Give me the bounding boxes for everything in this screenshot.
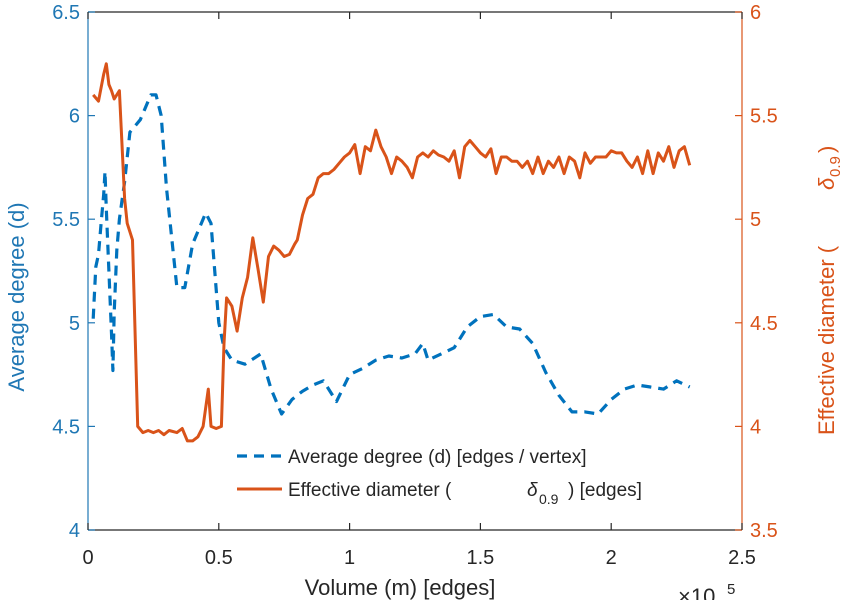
- left-y-tick-label: 6: [69, 106, 80, 128]
- right-y-tick-label: 6: [750, 2, 761, 24]
- x-tick-label: 2.5: [728, 547, 756, 569]
- x-tick-label: 1.5: [466, 547, 494, 569]
- x-axis-exponent: ×10: [678, 584, 715, 600]
- right-y-tick-label: 5: [750, 209, 761, 231]
- series-line-effective-diameter: [92, 62, 692, 443]
- legend-label-effective-diameter-subscript: 0.9: [539, 491, 559, 507]
- right-y-tick-label: 5.5: [750, 106, 778, 128]
- series-line-average-degree: [91, 93, 691, 416]
- right-y-ticks: 3.5 4 4.5 5 5.5 6: [735, 2, 778, 542]
- right-y-axis-label-text: Effective diameter (: [814, 245, 839, 435]
- right-y-tick-label: 4: [750, 416, 761, 438]
- left-y-tick-label: 6.5: [52, 2, 80, 24]
- left-y-ticks: 4 4.5 5 5.5 6 6.5: [52, 2, 95, 542]
- x-ticks: 0 0.5 1 1.5 2 2.5: [82, 12, 756, 569]
- right-y-axis-label: Effective diameter ( δ 0.9 ): [814, 146, 844, 435]
- legend-label-average-degree: Average degree (d) [edges / vertex]: [288, 447, 587, 468]
- right-y-axis-label-symbol: δ: [814, 177, 839, 190]
- left-y-tick-label: 5.5: [52, 209, 80, 231]
- legend-label-effective-diameter-symbol: δ: [527, 480, 538, 501]
- x-tick-label: 1: [344, 547, 355, 569]
- left-y-tick-label: 4: [69, 520, 80, 542]
- x-tick-label: 2: [606, 547, 617, 569]
- legend: Average degree (d) [edges / vertex] Effe…: [237, 447, 642, 507]
- right-y-tick-label: 4.5: [750, 313, 778, 335]
- legend-label-effective-diameter: Effective diameter (: [288, 480, 452, 501]
- right-y-axis-label-subscript: 0.9: [827, 156, 844, 177]
- x-tick-label: 0.5: [205, 547, 233, 569]
- legend-label-effective-diameter-suffix: ) [edges]: [568, 480, 642, 501]
- right-y-tick-label: 3.5: [750, 520, 778, 542]
- right-y-axis-label-close: ): [814, 146, 839, 153]
- left-y-tick-label: 5: [69, 313, 80, 335]
- x-axis-exponent-power: 5: [727, 581, 735, 598]
- x-tick-label: 0: [82, 547, 93, 569]
- left-y-tick-label: 4.5: [52, 416, 80, 438]
- left-y-axis-label: Average degree (d): [4, 202, 29, 391]
- x-axis-label: Volume (m) [edges]: [305, 575, 496, 600]
